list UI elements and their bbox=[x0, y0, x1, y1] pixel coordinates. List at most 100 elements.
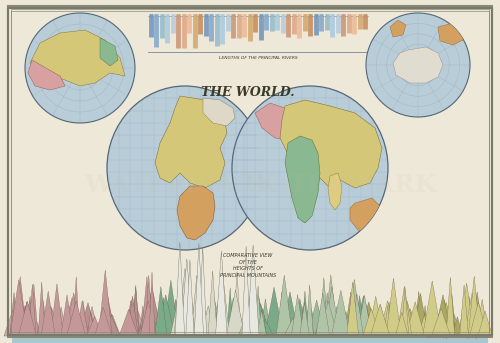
Polygon shape bbox=[166, 316, 182, 336]
Polygon shape bbox=[56, 307, 66, 336]
Polygon shape bbox=[260, 299, 271, 336]
Polygon shape bbox=[30, 30, 125, 86]
Polygon shape bbox=[255, 103, 300, 140]
Polygon shape bbox=[26, 314, 42, 336]
Polygon shape bbox=[318, 315, 333, 336]
Polygon shape bbox=[281, 292, 299, 336]
Polygon shape bbox=[419, 321, 430, 336]
Polygon shape bbox=[464, 296, 474, 336]
Polygon shape bbox=[125, 324, 140, 336]
Polygon shape bbox=[456, 15, 464, 23]
Polygon shape bbox=[18, 301, 36, 336]
Polygon shape bbox=[246, 307, 254, 336]
Polygon shape bbox=[240, 316, 251, 336]
Polygon shape bbox=[102, 304, 113, 336]
Polygon shape bbox=[56, 322, 67, 336]
Polygon shape bbox=[163, 280, 179, 336]
Polygon shape bbox=[442, 325, 456, 336]
Polygon shape bbox=[100, 295, 116, 336]
Polygon shape bbox=[181, 276, 192, 336]
Polygon shape bbox=[406, 325, 416, 336]
Polygon shape bbox=[337, 312, 355, 336]
Polygon shape bbox=[216, 299, 230, 336]
Polygon shape bbox=[94, 307, 112, 336]
Polygon shape bbox=[246, 320, 266, 336]
Polygon shape bbox=[314, 317, 330, 336]
Polygon shape bbox=[386, 278, 401, 336]
Polygon shape bbox=[140, 306, 146, 336]
Polygon shape bbox=[384, 302, 394, 336]
Polygon shape bbox=[248, 319, 261, 336]
Polygon shape bbox=[85, 306, 100, 336]
Polygon shape bbox=[257, 325, 274, 336]
Polygon shape bbox=[150, 320, 167, 336]
Polygon shape bbox=[267, 319, 282, 336]
Polygon shape bbox=[57, 320, 68, 336]
Polygon shape bbox=[396, 312, 408, 336]
Polygon shape bbox=[201, 306, 216, 336]
Ellipse shape bbox=[366, 13, 470, 117]
Polygon shape bbox=[238, 317, 254, 336]
Polygon shape bbox=[386, 304, 402, 336]
Polygon shape bbox=[436, 302, 456, 336]
Polygon shape bbox=[468, 276, 480, 336]
Polygon shape bbox=[476, 320, 490, 336]
Polygon shape bbox=[354, 296, 366, 336]
Polygon shape bbox=[244, 280, 262, 336]
Polygon shape bbox=[155, 96, 227, 188]
Polygon shape bbox=[60, 320, 68, 336]
Polygon shape bbox=[471, 321, 486, 336]
Polygon shape bbox=[346, 279, 362, 336]
Polygon shape bbox=[296, 315, 312, 336]
Text: WATERMARK: WATERMARK bbox=[244, 173, 436, 197]
Text: THE WORLD.: THE WORLD. bbox=[201, 85, 295, 98]
Polygon shape bbox=[370, 304, 390, 336]
Polygon shape bbox=[350, 198, 382, 233]
Polygon shape bbox=[175, 242, 184, 336]
Polygon shape bbox=[286, 324, 298, 336]
Polygon shape bbox=[119, 309, 139, 336]
Polygon shape bbox=[322, 293, 333, 336]
Polygon shape bbox=[316, 293, 330, 336]
Polygon shape bbox=[446, 277, 454, 336]
Polygon shape bbox=[300, 303, 310, 336]
Polygon shape bbox=[324, 275, 338, 336]
Ellipse shape bbox=[107, 86, 263, 250]
Polygon shape bbox=[183, 308, 193, 336]
Polygon shape bbox=[460, 308, 466, 336]
Polygon shape bbox=[358, 304, 373, 336]
Polygon shape bbox=[368, 296, 384, 336]
Polygon shape bbox=[43, 308, 60, 336]
Polygon shape bbox=[411, 313, 426, 336]
Polygon shape bbox=[390, 20, 406, 37]
Polygon shape bbox=[434, 317, 440, 336]
Polygon shape bbox=[250, 296, 267, 336]
Polygon shape bbox=[199, 247, 206, 336]
Polygon shape bbox=[413, 293, 428, 336]
Polygon shape bbox=[170, 299, 186, 336]
Polygon shape bbox=[382, 319, 388, 336]
Polygon shape bbox=[170, 316, 188, 336]
Polygon shape bbox=[145, 275, 153, 336]
Polygon shape bbox=[136, 310, 155, 336]
Polygon shape bbox=[218, 304, 228, 336]
Polygon shape bbox=[195, 302, 205, 336]
Polygon shape bbox=[50, 284, 64, 336]
Polygon shape bbox=[27, 321, 39, 336]
Polygon shape bbox=[13, 276, 27, 336]
Polygon shape bbox=[442, 314, 458, 336]
Polygon shape bbox=[300, 304, 320, 336]
Polygon shape bbox=[324, 287, 340, 336]
Polygon shape bbox=[458, 306, 477, 336]
Polygon shape bbox=[434, 295, 452, 336]
Polygon shape bbox=[270, 316, 287, 336]
Polygon shape bbox=[141, 276, 152, 336]
Polygon shape bbox=[280, 100, 382, 188]
Text: WATERMARK: WATERMARK bbox=[84, 173, 276, 197]
Polygon shape bbox=[371, 309, 384, 336]
Polygon shape bbox=[472, 314, 480, 336]
Text: LENGTHS OF THE PRINCIPAL RIVERS: LENGTHS OF THE PRINCIPAL RIVERS bbox=[218, 56, 298, 60]
Polygon shape bbox=[98, 299, 112, 336]
Polygon shape bbox=[366, 315, 375, 336]
Polygon shape bbox=[226, 288, 234, 336]
